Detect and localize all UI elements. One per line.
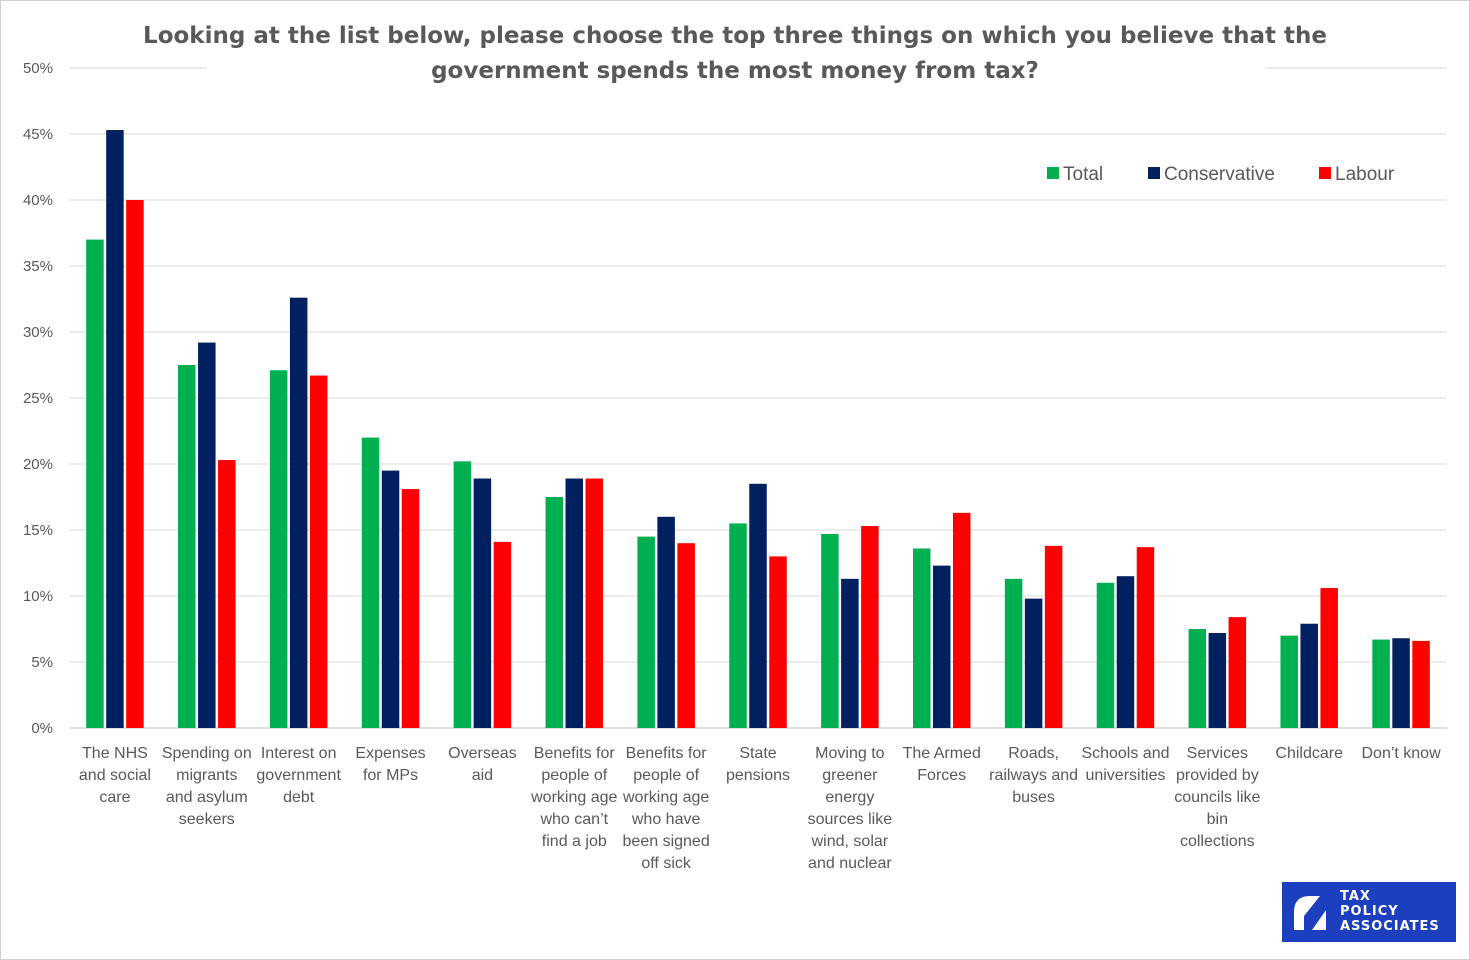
category-label: The Armed Forces [903,745,981,784]
bar-total [1372,639,1390,728]
bar-conservative [198,342,216,728]
bar-conservative [381,470,400,728]
bar-total [545,497,564,728]
bar-total [1280,635,1298,728]
y-tick-label: 35% [23,258,53,275]
category-label: The NHS and social care [79,745,151,806]
y-tick-label: 5% [31,654,53,671]
category-label: Moving to greener energy sources like wind, … [808,745,893,872]
bar-total [912,548,931,728]
y-tick-label: 45% [23,126,53,143]
logo-text: TAX POLICY ASSOCIATES [1340,889,1440,934]
bar-total [361,437,380,728]
bar-labour [1228,617,1247,728]
category-label: Interest on government debt [256,745,341,806]
bar-total [821,533,839,728]
y-tick-label: 0% [31,720,53,737]
bar-conservative [749,483,767,728]
bar-total [729,523,747,728]
category-label: Benefits for people of working age who can’… [530,745,617,850]
category-label: Don’t know [1361,745,1441,762]
bar-labour [126,200,144,728]
legend-label-labour: Labour [1335,164,1395,185]
legend-swatch-labour [1319,167,1331,179]
logo-line-associates: ASSOCIATES [1340,919,1440,934]
y-tick-label: 15% [23,522,53,539]
y-tick-label: 20% [23,456,53,473]
category-label: Spending on migrants and asylum seekers [162,745,252,828]
bar-total [269,370,288,728]
bar-labour [585,478,604,728]
category-label: Schools and universities [1081,745,1169,784]
bar-labour [401,489,420,728]
bar-conservative [1208,632,1227,728]
bar-conservative [1116,576,1135,728]
bar-labour [952,512,971,728]
y-tick-label: 40% [23,192,53,209]
logo-line-tax: TAX [1340,889,1371,904]
bar-labour [1320,588,1338,728]
y-axis-tick-labels: 0% 5% 10% 15% 20% 25% 30% 35% 40% 45% 50% [23,60,53,737]
y-tick-label: 30% [23,324,53,341]
bar-total [1004,578,1023,728]
chart-title-line: Looking at the list below, please choose… [143,23,1327,49]
bar-labour [309,375,328,728]
y-tick-label: 10% [23,588,53,605]
bar-conservative [657,516,675,728]
legend: Total Conservative Labour [1047,164,1395,185]
bar-labour [1044,545,1063,728]
bar-conservative [932,565,951,728]
y-tick-label: 50% [23,60,53,77]
chart-title-line: government spends the most money from ta… [431,58,1039,84]
bars [86,130,1430,729]
bar-conservative [841,578,859,728]
category-label: Services provided by councils like bin colle… [1174,745,1260,850]
bar-labour [769,556,787,728]
bar-labour [677,543,695,728]
bar-labour [218,460,236,728]
bar-labour [1136,547,1155,728]
logo-mark-icon [1294,896,1326,930]
logo-line-policy: POLICY [1340,904,1399,919]
legend-label-total: Total [1063,164,1103,185]
chart-title: Looking at the list below, please choose… [143,23,1327,84]
bar-conservative [289,297,308,728]
category-label: State pensions [726,745,790,784]
category-label: Childcare [1275,745,1343,762]
bar-total [1188,629,1207,728]
category-label: Overseas aid [448,745,516,784]
category-label: Roads, railways and buses [989,745,1078,806]
bar-total [637,536,655,728]
legend-swatch-total [1047,167,1059,179]
bar-labour [861,526,879,728]
category-label: Benefits for people of working age who have… [622,745,710,872]
bar-total [1096,582,1115,728]
tax-policy-associates-logo: TAX POLICY ASSOCIATES [1282,882,1456,942]
y-tick-label: 25% [23,390,53,407]
bar-labour [1412,640,1430,728]
bar-conservative [106,130,124,729]
bar-conservative [1300,623,1318,728]
bar-total [178,365,196,728]
legend-label-conservative: Conservative [1164,164,1275,185]
bar-labour [493,541,512,728]
bar-conservative [565,478,584,728]
bar-conservative [473,478,492,728]
bar-total [453,461,472,728]
legend-swatch-conservative [1148,167,1160,179]
bar-conservative [1392,638,1410,728]
bar-conservative [1024,598,1043,728]
category-label: Expenses for MPs [355,745,425,784]
bar-total [86,239,104,728]
